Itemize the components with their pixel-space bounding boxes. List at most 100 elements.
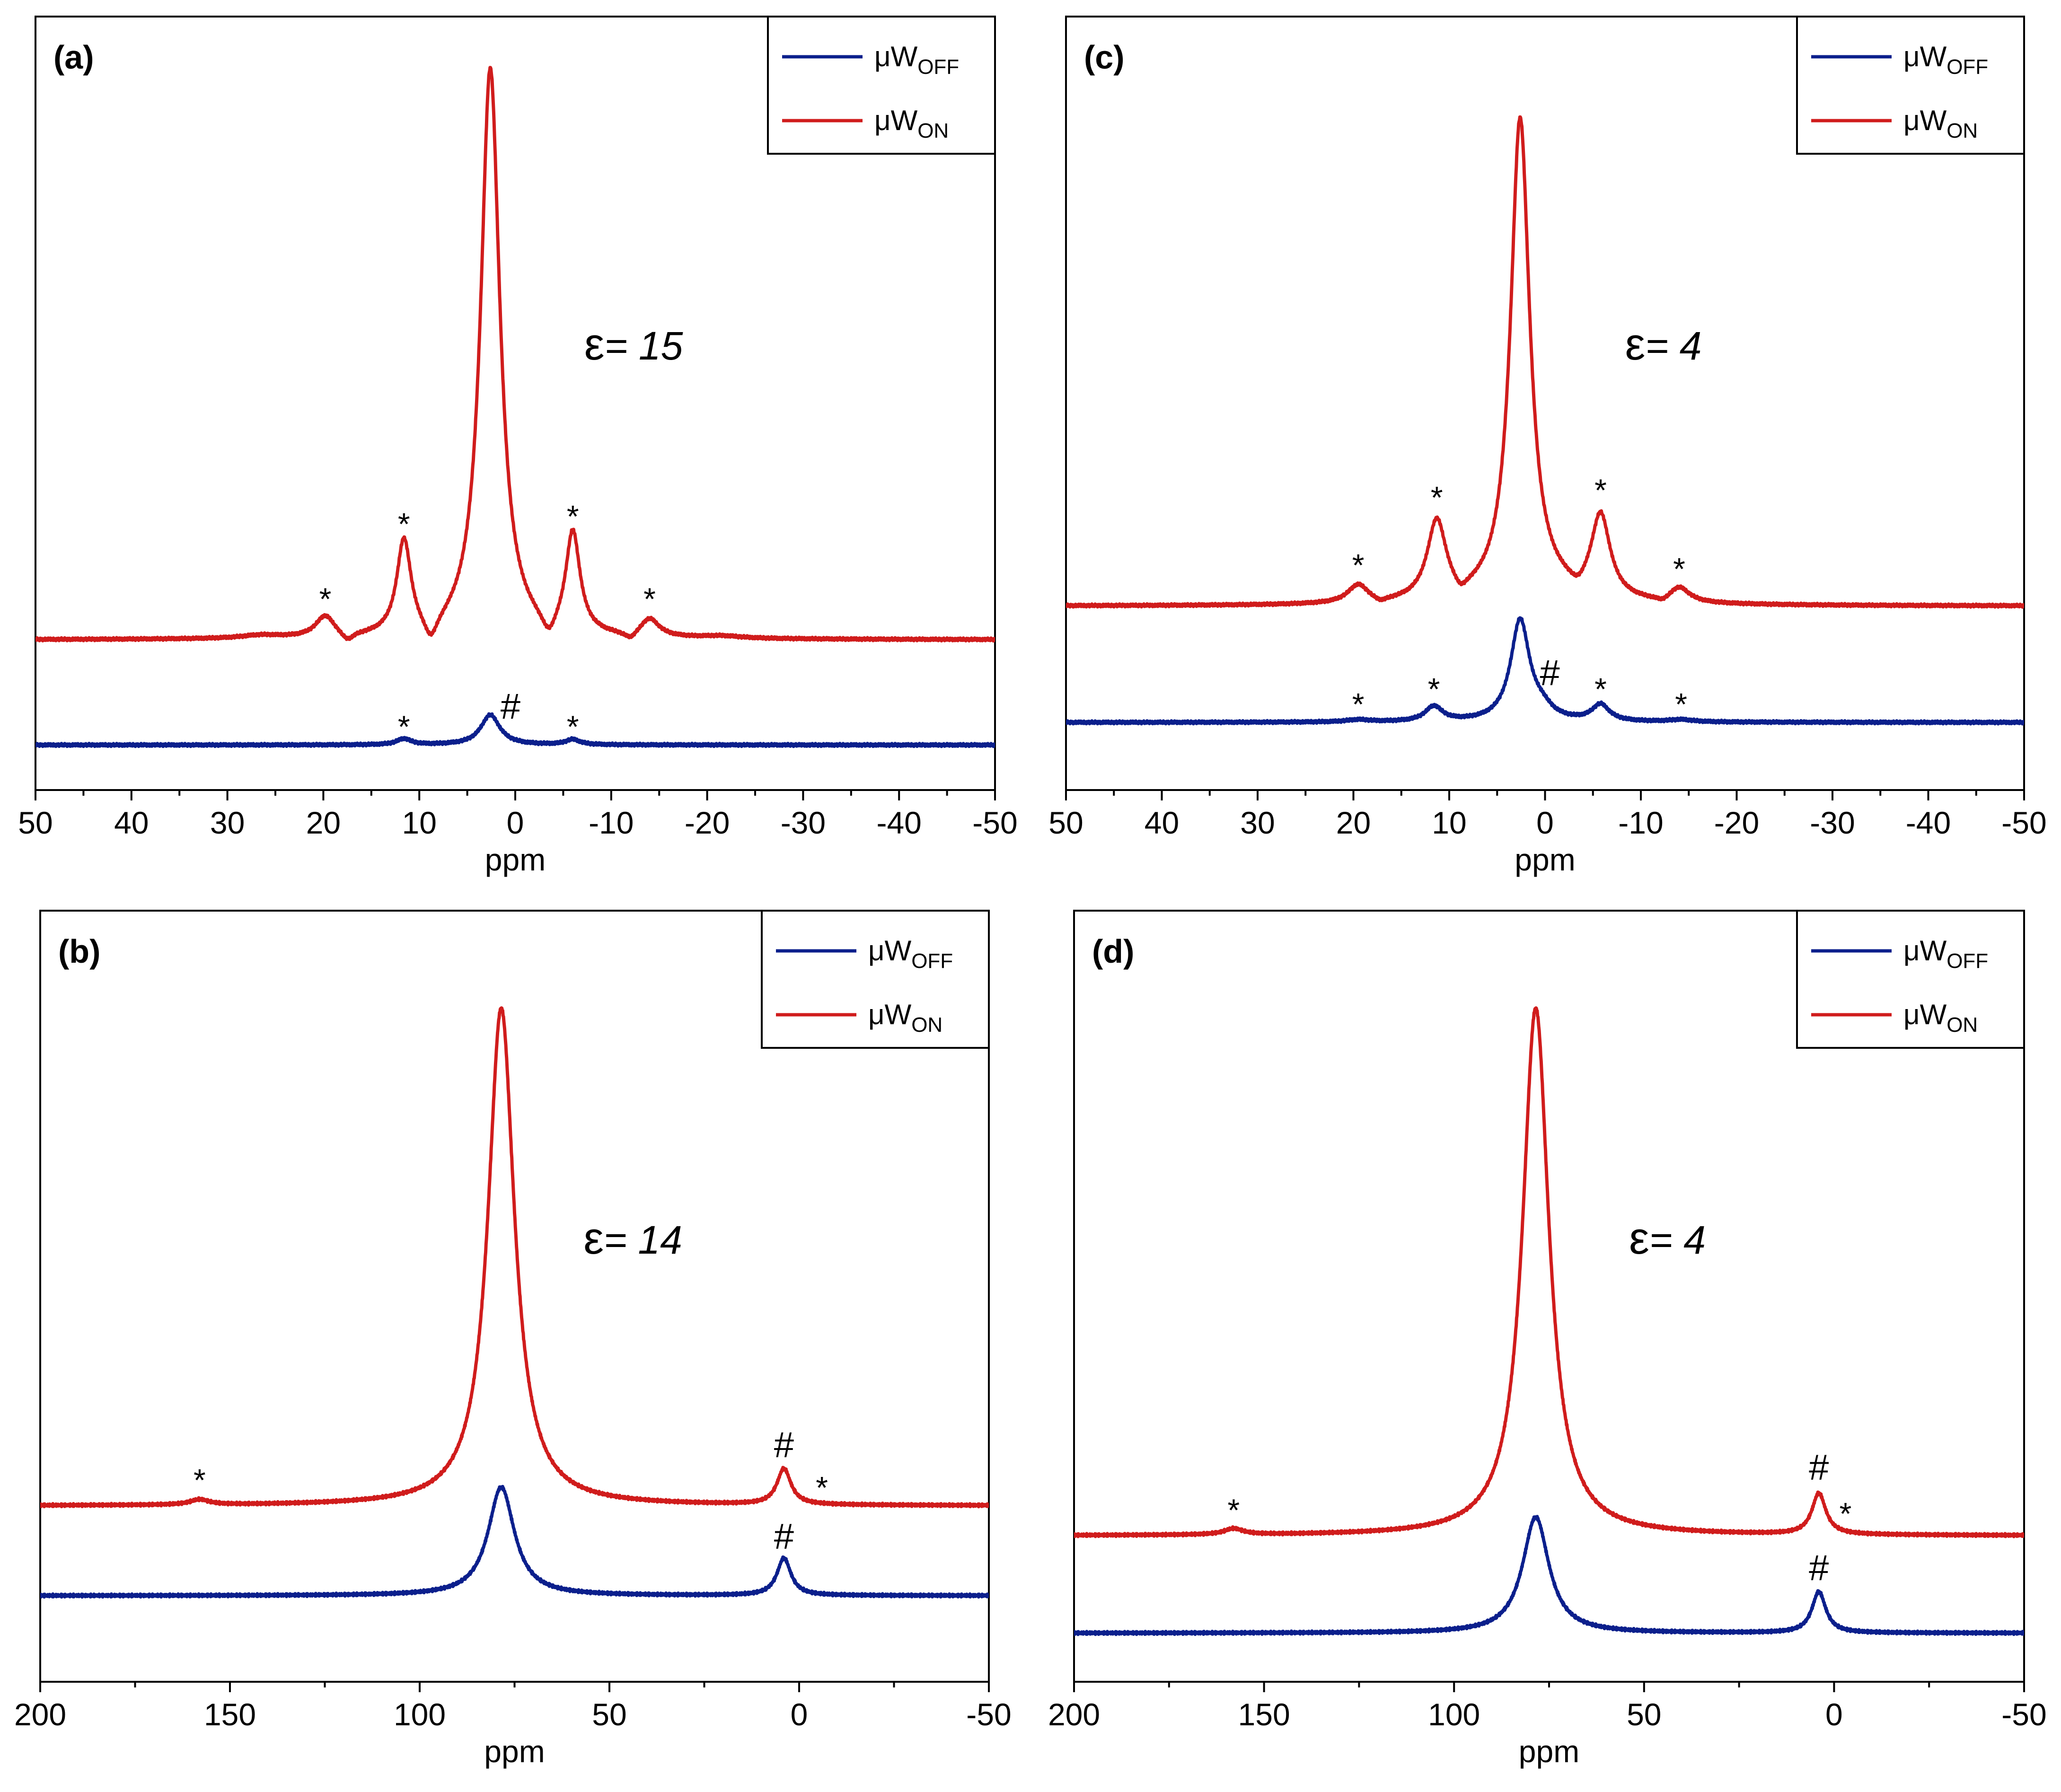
epsilon-label: ε= 14 [583,1213,682,1264]
x-tick-label: 20 [1336,805,1371,840]
legend-entry-uw-off: μWOFF [874,41,959,79]
series-line-uw-on [1074,1006,2024,1538]
annotation-star: * [1428,672,1440,707]
legend: μWOFF μWON [1796,16,2025,155]
legend-entry-uw-off: μWOFF [1903,935,1988,973]
x-axis-title: ppm [1519,1734,1579,1769]
panel-label: (b) [58,933,100,970]
epsilon-label: ε= 4 [1625,319,1702,369]
x-tick-label: 10 [402,805,436,840]
annotation-star: * [816,1470,828,1505]
annotation-hash: # [1540,653,1559,693]
x-tick-label: -40 [1906,805,1951,840]
x-tick-label: 40 [114,805,149,840]
x-tick-label: 150 [204,1697,256,1732]
x-tick-label: 0 [1825,1697,1843,1732]
x-tick-label: 50 [1048,805,1083,840]
x-tick-label: 100 [394,1697,446,1732]
epsilon-symbol: ε [583,1213,604,1264]
series-line-uw-off [40,1485,989,1599]
annotation-star: * [319,581,332,616]
legend-entry-uw-off: μWOFF [868,935,953,973]
x-axis-title: ppm [484,1734,545,1769]
annotation-star: * [398,709,410,744]
legend-entry-base: μW [1903,41,1947,72]
legend-entry-base: μW [1903,935,1947,966]
annotation-hash: # [501,686,520,727]
legend-entry-sub: OFF [1946,55,1988,79]
annotation-star: * [194,1462,206,1497]
epsilon-symbol: ε [1625,319,1646,369]
x-tick-label: 0 [1536,805,1554,840]
x-tick-label: -50 [972,805,1017,840]
x-tick-label: 200 [1048,1697,1100,1732]
x-tick-label: 20 [306,805,341,840]
legend-entry-base: μW [1903,999,1947,1030]
legend-entry-uw-on: μWON [1903,999,1978,1037]
legend-entry-sub: OFF [1946,949,1988,973]
legend-entry-sub: OFF [911,949,953,973]
x-tick-label: -10 [1618,805,1663,840]
x-tick-label: 50 [18,805,53,840]
x-tick-label: 30 [210,805,245,840]
x-tick-label: -10 [589,805,634,840]
annotation-star: * [567,709,579,744]
epsilon-value: = 15 [604,324,683,368]
annotation-hash: # [774,1516,794,1556]
epsilon-value: = 4 [1649,1218,1706,1262]
x-tick-label: 150 [1238,1697,1290,1732]
series-line-uw-on [35,66,995,643]
x-tick-label: -50 [966,1697,1011,1732]
legend-entry-uw-off: μWOFF [1903,41,1988,79]
x-tick-label: 50 [1627,1697,1661,1732]
legend-entry-base: μW [868,935,912,966]
x-tick-label: 100 [1428,1697,1480,1732]
series-line-uw-off [1074,1515,2024,1636]
panel-label: (a) [53,39,94,76]
annotation-star: * [1594,473,1607,508]
x-tick-label: -30 [781,805,826,840]
annotation-star: * [1431,480,1443,515]
epsilon-label: ε= 4 [1629,1213,1706,1264]
legend-entry-base: μW [868,999,912,1030]
legend-box [761,910,990,1049]
annotation-star: * [1228,1493,1240,1528]
x-tick-label: 0 [791,1697,808,1732]
x-tick-label: 0 [507,805,524,840]
panel-label: (c) [1084,39,1125,76]
x-tick-label: -50 [2001,1697,2046,1732]
legend-entry-uw-on: μWON [874,105,949,142]
annotation-hash: # [774,1425,794,1465]
series-line-uw-off [1066,616,2024,726]
x-tick-label: 10 [1432,805,1466,840]
legend-box [767,16,996,155]
annotation-hash: # [1809,1548,1829,1588]
annotation-star: * [1675,686,1687,721]
epsilon-symbol: ε [1629,1213,1649,1264]
legend: μWOFF μWON [767,16,996,155]
x-tick-label: 50 [592,1697,626,1732]
series-line-uw-on [40,1006,989,1509]
legend-entry-uw-on: μWON [868,999,942,1037]
x-tick-label: -50 [2001,805,2046,840]
annotation-star: * [1594,672,1607,707]
epsilon-label: ε= 15 [584,319,683,369]
annotation-star: * [1352,686,1365,721]
legend-entry-base: μW [874,41,918,72]
annotation-hash: # [1809,1448,1829,1488]
legend-entry-uw-on: μWON [1903,105,1978,142]
x-tick-label: -30 [1810,805,1855,840]
x-tick-label: -40 [877,805,922,840]
legend-box [1796,16,2025,155]
annotation-star: * [1352,548,1365,583]
x-axis-title: ppm [1515,842,1575,877]
x-tick-label: -20 [1714,805,1759,840]
x-tick-label: 40 [1145,805,1179,840]
series-line-uw-on [1066,115,2024,609]
annotation-star: * [1673,552,1685,587]
